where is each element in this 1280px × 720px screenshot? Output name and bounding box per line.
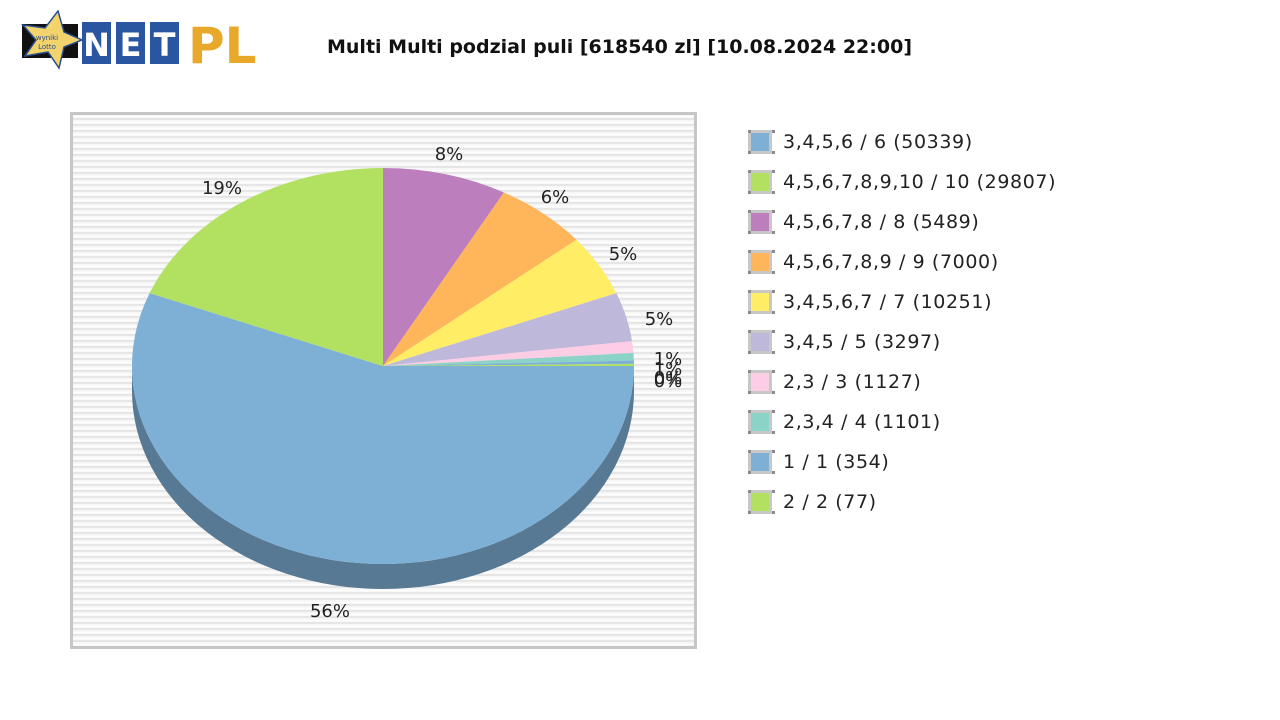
logo-letter-t: T <box>154 26 176 64</box>
slice-percent-label: 1% <box>654 349 683 370</box>
chart-title: Multi Multi podzial puli [618540 zl] [10… <box>327 36 913 58</box>
netpl-logo[interactable]: wyniki Lotto N E T PL <box>20 10 265 70</box>
legend-label: 2 / 2 (77) <box>783 491 877 513</box>
pie-slice <box>149 168 383 366</box>
pie-slices <box>132 168 634 564</box>
pie-slice <box>383 363 634 366</box>
chart-legend: 3,4,5,6 / 6 (50339) 4,5,6,7,8,9,10 / 10 (… <box>748 122 1056 522</box>
pie-slice <box>383 341 634 366</box>
pie-slice <box>383 168 504 366</box>
legend-label: 3,4,5,6 / 6 (50339) <box>783 131 973 153</box>
legend-item: 2 / 2 (77) <box>748 482 1056 522</box>
logo-star-line2: Lotto <box>38 43 56 51</box>
legend-swatch <box>748 250 772 274</box>
legend-swatch <box>748 130 772 154</box>
legend-label: 2,3,4 / 4 (1101) <box>783 411 941 433</box>
pie-slice <box>383 192 577 366</box>
legend-label: 2,3 / 3 (1127) <box>783 371 922 393</box>
legend-label: 1 / 1 (354) <box>783 451 890 473</box>
legend-label: 3,4,5,6,7 / 7 (10251) <box>783 291 993 313</box>
slice-percent-label: 56% <box>310 601 350 622</box>
slice-percent-label: 5% <box>645 309 674 330</box>
pie-labels: 56%19%8%6%5%5%1%1%0%0% <box>202 144 682 622</box>
legend-item: 4,5,6,7,8,9,10 / 10 (29807) <box>748 162 1056 202</box>
legend-item: 4,5,6,7,8,9 / 9 (7000) <box>748 242 1056 282</box>
logo-pl: PL <box>188 17 257 70</box>
legend-swatch <box>748 490 772 514</box>
legend-item: 4,5,6,7,8 / 8 (5489) <box>748 202 1056 242</box>
slice-percent-label: 1% <box>654 359 683 380</box>
legend-swatch <box>748 410 772 434</box>
pie-chart: 56%19%8%6%5%5%1%1%0%0% <box>70 112 697 649</box>
slice-percent-label: 19% <box>202 178 242 199</box>
legend-item: 3,4,5,6 / 6 (50339) <box>748 122 1056 162</box>
pie-slice <box>383 352 634 366</box>
legend-label: 3,4,5 / 5 (3297) <box>783 331 941 353</box>
pie-slice <box>383 360 634 366</box>
pie-slice <box>132 293 634 564</box>
slice-percent-label: 0% <box>654 368 683 389</box>
legend-swatch <box>748 330 772 354</box>
legend-swatch <box>748 370 772 394</box>
slice-percent-label: 8% <box>435 144 464 165</box>
legend-item: 2,3 / 3 (1127) <box>748 362 1056 402</box>
pie-slice <box>383 293 633 366</box>
slice-percent-label: 5% <box>609 244 638 265</box>
legend-item: 2,3,4 / 4 (1101) <box>748 402 1056 442</box>
slice-percent-label: 6% <box>541 187 570 208</box>
star-icon <box>21 10 84 70</box>
logo-star-line1: wyniki <box>36 34 58 42</box>
legend-swatch <box>748 450 772 474</box>
legend-label: 4,5,6,7,8 / 8 (5489) <box>783 211 980 233</box>
legend-label: 4,5,6,7,8,9 / 9 (7000) <box>783 251 999 273</box>
legend-swatch <box>748 170 772 194</box>
legend-item: 3,4,5,6,7 / 7 (10251) <box>748 282 1056 322</box>
pie-slice <box>383 239 617 366</box>
logo-letter-n: N <box>83 26 110 64</box>
slice-percent-label: 0% <box>654 371 683 392</box>
legend-item: 3,4,5 / 5 (3297) <box>748 322 1056 362</box>
legend-item: 1 / 1 (354) <box>748 442 1056 482</box>
logo-letter-e: E <box>120 26 142 64</box>
legend-label: 4,5,6,7,8,9,10 / 10 (29807) <box>783 171 1057 193</box>
legend-swatch <box>748 290 772 314</box>
legend-swatch <box>748 210 772 234</box>
